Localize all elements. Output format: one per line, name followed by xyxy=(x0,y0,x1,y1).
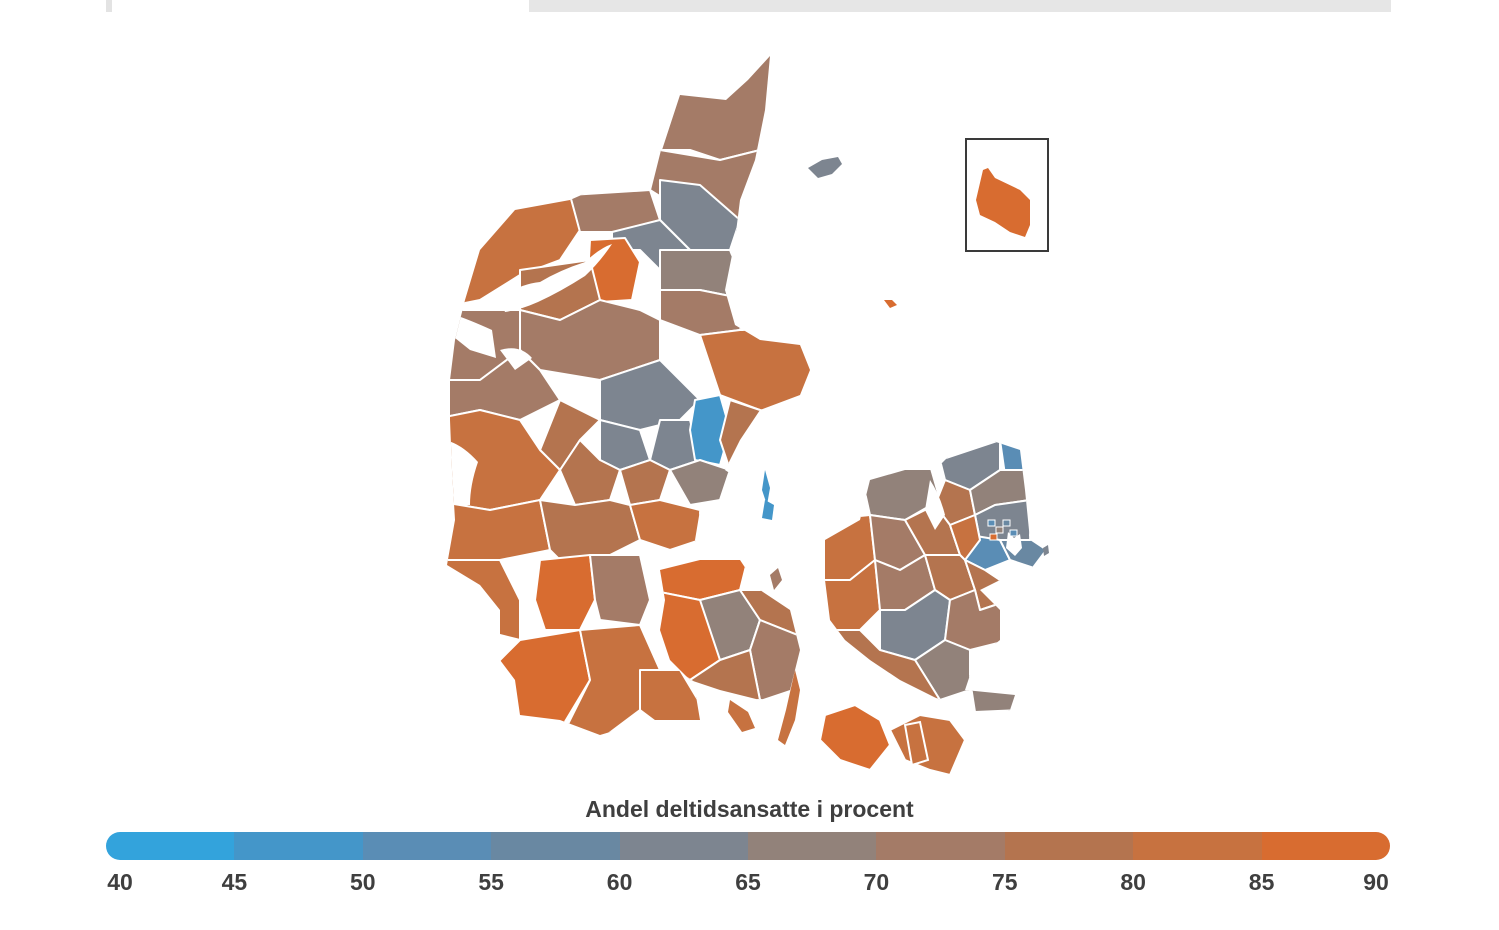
color-scale-bar xyxy=(106,832,1390,860)
scale-tick-label: 60 xyxy=(606,869,633,895)
scale-segment xyxy=(106,832,235,860)
scale-segment xyxy=(1133,832,1262,860)
scale-tick-label: 75 xyxy=(992,869,1018,895)
scale-segment xyxy=(1004,832,1134,860)
scale-segment xyxy=(234,832,363,860)
scale-tick-label: 90 xyxy=(1363,869,1389,895)
scale-tick-label: 85 xyxy=(1248,869,1275,895)
scale-tick-label: 50 xyxy=(350,869,376,895)
scale-tick-label: 45 xyxy=(221,869,248,895)
top-bar xyxy=(529,0,1391,12)
bornholm-inset-frame xyxy=(965,138,1049,252)
scale-segment xyxy=(748,832,877,860)
scale-tick-label: 70 xyxy=(863,869,890,895)
scale-segment xyxy=(876,832,1005,860)
scale-segment xyxy=(362,832,492,860)
legend-title: Andel deltidsansatte i procent xyxy=(585,796,914,822)
scale-segment xyxy=(1261,832,1390,860)
bornholm xyxy=(976,168,1030,237)
scale-tick-label: 40 xyxy=(107,869,133,895)
scale-tick-label: 55 xyxy=(478,869,504,895)
scale-segment xyxy=(619,832,749,860)
scale-tick-label: 65 xyxy=(735,869,761,895)
denmark-choropleth-map xyxy=(447,56,1049,777)
top-left-tab xyxy=(106,0,112,12)
scale-segment xyxy=(491,832,620,860)
scale-tick-label: 80 xyxy=(1120,869,1146,895)
